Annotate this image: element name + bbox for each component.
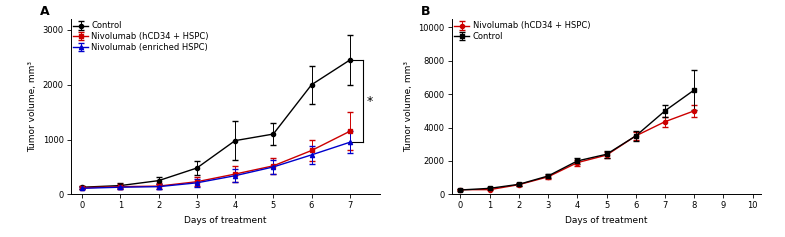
Legend: Control, Nivolumab (hCD34 + HSPC), Nivolumab (enriched HSPC): Control, Nivolumab (hCD34 + HSPC), Nivol… xyxy=(72,21,210,53)
Text: *: * xyxy=(367,95,372,108)
Y-axis label: Tumor volume, mm³: Tumor volume, mm³ xyxy=(28,61,37,152)
X-axis label: Days of treatment: Days of treatment xyxy=(184,216,267,225)
Y-axis label: Tumor volume, mm³: Tumor volume, mm³ xyxy=(404,61,413,152)
Legend: Nivolumab (hCD34 + HSPC), Control: Nivolumab (hCD34 + HSPC), Control xyxy=(454,21,591,42)
Text: A: A xyxy=(40,5,49,18)
Text: B: B xyxy=(421,5,430,18)
X-axis label: Days of treatment: Days of treatment xyxy=(565,216,648,225)
